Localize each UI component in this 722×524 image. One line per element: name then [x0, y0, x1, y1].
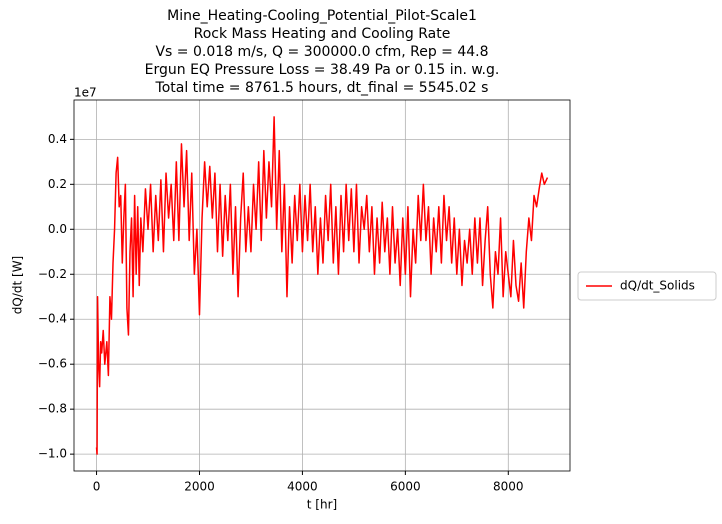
x-tick-label: 8000: [493, 480, 524, 494]
y-tick-label: −0.8: [38, 402, 67, 416]
x-axis-label: t [hr]: [307, 498, 337, 512]
chart-title: Vs = 0.018 m/s, Q = 300000.0 cfm, Rep = …: [155, 44, 488, 60]
y-tick-label: −1.0: [38, 447, 67, 461]
plot-frame: [73, 99, 571, 472]
chart-title: Ergun EQ Pressure Loss = 38.49 Pa or 0.1…: [145, 62, 500, 78]
chart-title: Rock Mass Heating and Cooling Rate: [194, 26, 451, 42]
y-offset-label: 1e7: [74, 86, 97, 100]
y-axis-label: dQ/dt [W]: [11, 256, 25, 314]
chart-title: Total time = 8761.5 hours, dt_final = 55…: [155, 80, 489, 96]
y-tick-label: −0.4: [38, 312, 67, 326]
y-tick-label: 0.4: [48, 132, 67, 146]
x-tick-label: 6000: [390, 480, 421, 494]
legend-label: dQ/dt_Solids: [620, 279, 695, 293]
y-tick-label: 0.2: [48, 177, 67, 191]
x-tick-label: 2000: [184, 480, 215, 494]
y-tick-label: −0.2: [38, 267, 67, 281]
legend-box: [577, 271, 717, 301]
x-tick-label: 0: [93, 480, 101, 494]
y-tick-label: 0.0: [48, 222, 67, 236]
x-tick-label: 4000: [287, 480, 318, 494]
chart-title: Mine_Heating-Cooling_Potential_Pilot-Sca…: [167, 8, 477, 24]
data-line: [95, 116, 549, 455]
y-tick-label: −0.6: [38, 357, 67, 371]
